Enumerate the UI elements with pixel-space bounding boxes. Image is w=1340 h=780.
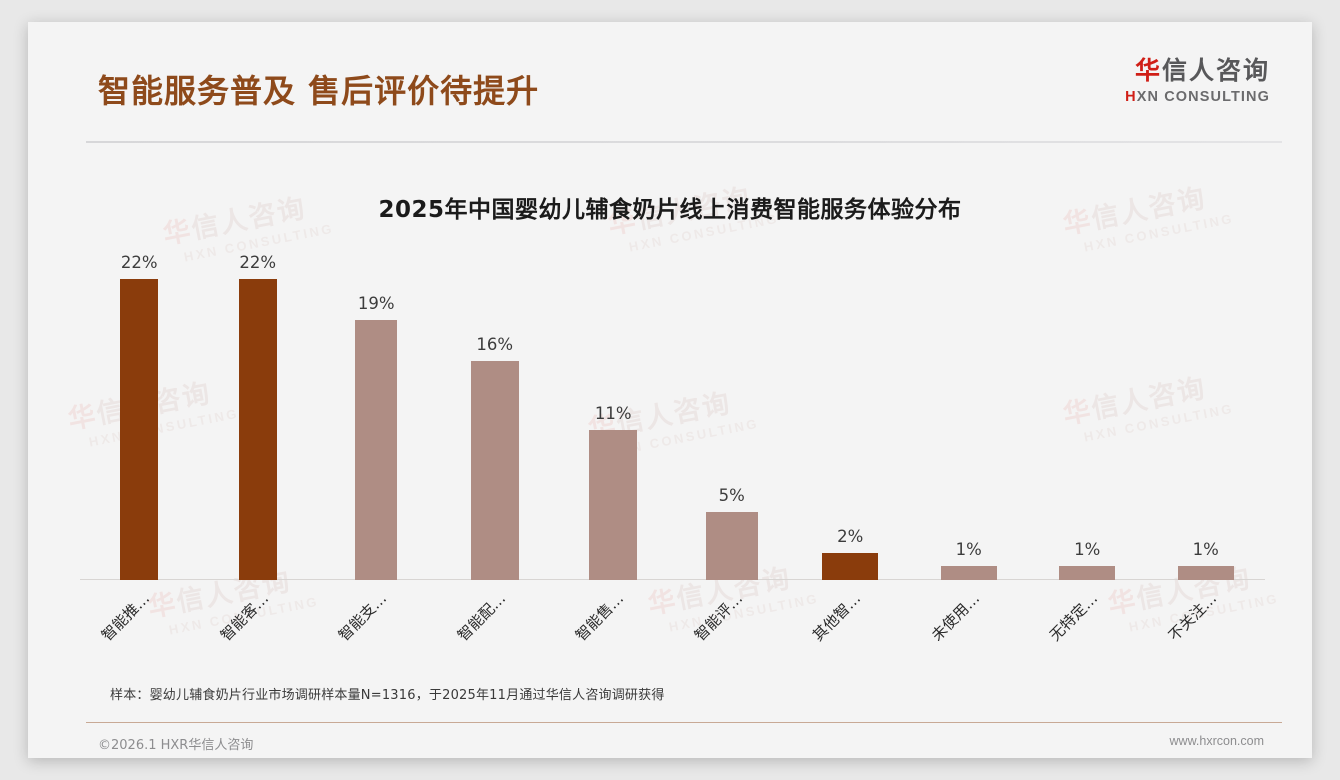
chart-x-tick: 智能评… bbox=[673, 580, 792, 670]
chart-x-tick-label: 智能售… bbox=[572, 589, 628, 645]
chart-x-tick: 智能支… bbox=[317, 580, 436, 670]
chart-x-tick-label: 智能配… bbox=[453, 589, 509, 645]
chart-bar-value-label: 1% bbox=[955, 540, 982, 560]
chart-bar bbox=[705, 511, 758, 580]
page-title: 智能服务普及 售后评价待提升 bbox=[98, 72, 540, 110]
chart-bar-value-label: 2% bbox=[837, 526, 864, 546]
chart-axis-baseline bbox=[80, 579, 1265, 580]
chart-x-tick: 智能推… bbox=[80, 580, 199, 670]
chart-bar-group: 19% bbox=[317, 252, 436, 580]
chart-bar-value-label: 11% bbox=[594, 403, 632, 423]
chart-bar-value-label: 16% bbox=[476, 335, 514, 355]
brand-logo-cn-rest: 信人咨询 bbox=[1161, 56, 1270, 85]
chart-bar-group: 1% bbox=[1147, 252, 1266, 580]
chart-bar-value-label: 5% bbox=[718, 485, 745, 505]
chart-x-tick: 无特定… bbox=[1028, 580, 1147, 670]
chart-x-tick: 未使用… bbox=[910, 580, 1029, 670]
chart-bar-value-label: 22% bbox=[120, 253, 158, 273]
chart-bar bbox=[822, 552, 879, 580]
chart-bar-group: 1% bbox=[910, 252, 1029, 580]
website-link[interactable]: www.hxrcon.com bbox=[1169, 734, 1264, 748]
slide-header: 智能服务普及 售后评价待提升 华信人咨询 HXN CONSULTING bbox=[28, 22, 1312, 120]
brand-logo-cn-highlight: 华 bbox=[1134, 56, 1162, 85]
chart-bar bbox=[238, 279, 277, 580]
chart-bar bbox=[470, 361, 519, 580]
chart-bar bbox=[120, 279, 159, 580]
chart-bar bbox=[355, 320, 398, 580]
header-divider bbox=[86, 141, 1282, 143]
chart-x-tick: 智能配… bbox=[436, 580, 555, 670]
chart-x-tick-label: 未使用… bbox=[927, 589, 983, 645]
brand-logo-en-rest: XN CONSULTING bbox=[1136, 89, 1270, 106]
chart-x-tick: 不关注… bbox=[1147, 580, 1266, 670]
chart-bar bbox=[940, 566, 997, 580]
brand-logo: 华信人咨询 HXN CONSULTING bbox=[1125, 56, 1270, 105]
chart-bar bbox=[1059, 566, 1116, 580]
chart-x-tick: 智能客… bbox=[199, 580, 318, 670]
chart-bar-group: 16% bbox=[436, 252, 555, 580]
chart-bar-group: 22% bbox=[80, 252, 199, 580]
chart-bar-value-label: 1% bbox=[1192, 540, 1219, 560]
chart-bar bbox=[589, 429, 638, 580]
brand-logo-en: HXN CONSULTING bbox=[1125, 89, 1270, 105]
chart-bar-value-label: 1% bbox=[1074, 540, 1101, 560]
chart-x-tick-label: 智能推… bbox=[98, 589, 154, 645]
footer-divider bbox=[86, 722, 1282, 723]
slide-canvas: 华信人咨询 HXN CONSULTING 华信人咨询 HXN CONSULTIN… bbox=[28, 22, 1312, 758]
brand-logo-en-highlight: H bbox=[1125, 89, 1137, 106]
chart-bar-group: 22% bbox=[199, 252, 318, 580]
chart-bar-group: 1% bbox=[1028, 252, 1147, 580]
chart-x-tick-label: 智能客… bbox=[216, 589, 272, 645]
chart-x-tick-label: 智能支… bbox=[335, 589, 391, 645]
chart-bar-value-label: 19% bbox=[357, 294, 395, 314]
source-note: 样本：婴幼儿辅食奶片行业市场调研样本量N=1316，于2025年11月通过华信人… bbox=[110, 688, 665, 703]
copyright-text: ©2026.1 HXR华信人咨询 bbox=[98, 738, 254, 753]
chart-bar bbox=[1177, 566, 1234, 580]
chart-bar-group: 5% bbox=[673, 252, 792, 580]
chart-x-tick-label: 其他智… bbox=[809, 589, 865, 645]
chart-x-tick-label: 无特定… bbox=[1046, 589, 1102, 645]
chart-bar-value-label: 22% bbox=[239, 253, 277, 273]
chart-bar-group: 11% bbox=[554, 252, 673, 580]
chart-x-tick-label: 不关注… bbox=[1164, 589, 1220, 645]
chart-x-tick: 其他智… bbox=[791, 580, 910, 670]
chart-container: 2025年中国婴幼儿辅食奶片线上消费智能服务体验分布 22% 22% 19% 16% 1… bbox=[28, 152, 1312, 672]
chart-x-axis-labels: 智能推… 智能客… 智能支… 智能配… 智能售… 智能评… 其他智… 未使用… 无特定… 不关注… bbox=[80, 580, 1265, 670]
chart-x-tick: 智能售… bbox=[554, 580, 673, 670]
brand-logo-cn: 华信人咨询 bbox=[1125, 56, 1270, 85]
chart-x-tick-label: 智能评… bbox=[690, 589, 746, 645]
chart-plot-area: 22% 22% 19% 16% 11% 5% 2% 1% 1% 1% bbox=[80, 252, 1265, 580]
chart-bar-group: 2% bbox=[791, 252, 910, 580]
chart-title: 2025年中国婴幼儿辅食奶片线上消费智能服务体验分布 bbox=[378, 197, 962, 223]
